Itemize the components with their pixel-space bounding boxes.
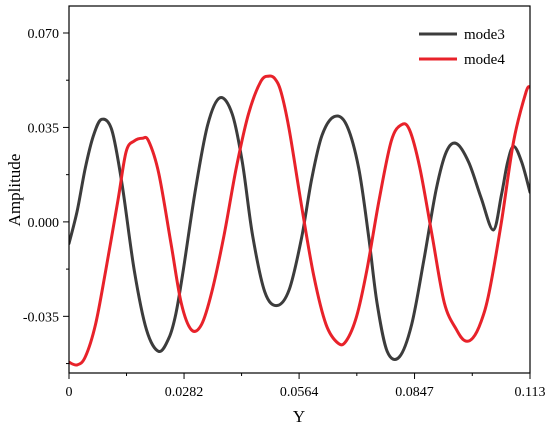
x-tick-label: 0.113 [515,385,546,400]
x-tick-label: 0.0282 [165,385,204,400]
x-axis-title: Y [293,407,305,426]
legend-label-mode4: mode4 [464,52,505,68]
legend-label-mode3: mode3 [464,27,505,43]
ticks-layer: 0 0.0282 0.0564 0.0847 0.113 -0.035 0.000 0.035… [23,27,546,400]
x-tick-label: 0.0564 [280,385,319,400]
x-tick-label: 0.0847 [395,385,434,400]
y-tick-label: 0.035 [28,121,60,136]
y-tick-label: 0.000 [28,216,60,231]
y-tick-label: -0.035 [23,310,59,325]
y-axis-title: Amplitude [5,154,24,227]
series-line-mode3 [69,96,530,361]
y-tick-label: 0.070 [28,27,60,42]
legend: mode3 mode4 [419,27,505,68]
series-layer [69,74,530,367]
series-line-mode4 [69,74,530,367]
x-tick-label: 0 [66,385,73,400]
